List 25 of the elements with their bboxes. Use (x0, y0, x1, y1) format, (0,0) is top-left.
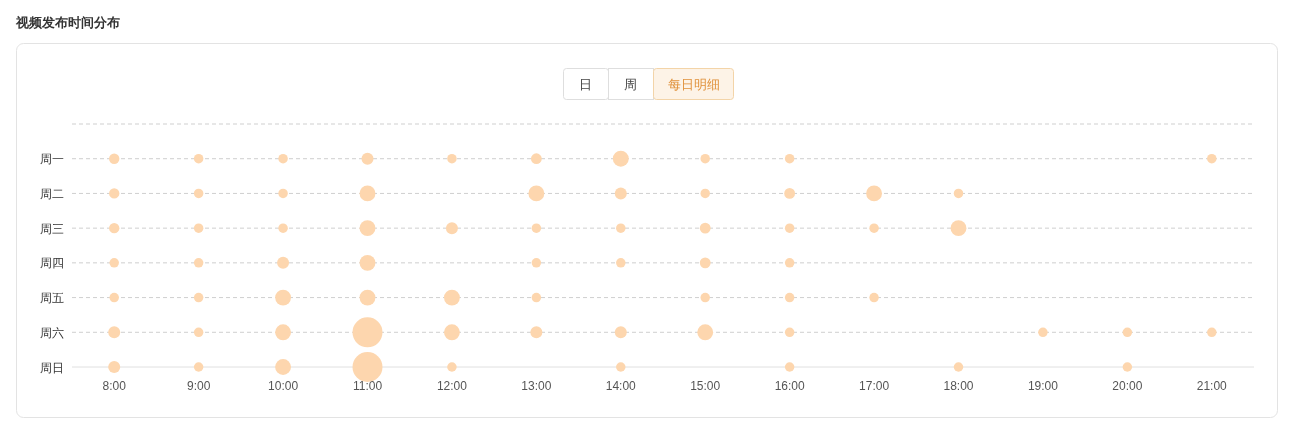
x-tick-label: 15:00 (690, 379, 721, 393)
y-tick-label: 周六 (40, 325, 64, 340)
text: 日 (579, 76, 592, 92)
y-tick-label: 周日 (40, 360, 64, 375)
x-tick-label: 16:00 (774, 379, 805, 393)
x-tick-label: 9:00 (186, 379, 211, 393)
text: 每日明细 (667, 76, 720, 92)
x-tick-label: 13:00 (521, 379, 552, 393)
x-tick-label: 20:00 (1112, 379, 1143, 393)
x-tick-label: 8:00 (102, 379, 127, 393)
y-tick-label: 周四 (40, 256, 64, 271)
y-tick-label: 周二 (40, 186, 64, 201)
x-tick-label: 10:00 (268, 379, 299, 393)
y-tick-label: 周五 (40, 291, 64, 306)
y-tick-label: 周三 (40, 221, 64, 236)
x-tick-label: 18:00 (943, 379, 974, 393)
x-tick-label: 17:00 (859, 379, 890, 393)
x-tick-label: 11:00 (352, 379, 383, 393)
x-tick-label: 12:00 (436, 379, 468, 393)
x-tick-label: 14:00 (605, 379, 637, 393)
text: 周 (624, 76, 637, 92)
y-tick-label: 周一 (40, 152, 64, 167)
chart-title: 视频发布时间分布 (15, 15, 120, 30)
x-tick-label: 19:00 (1027, 379, 1059, 393)
x-tick-label: 21:00 (1196, 379, 1228, 393)
